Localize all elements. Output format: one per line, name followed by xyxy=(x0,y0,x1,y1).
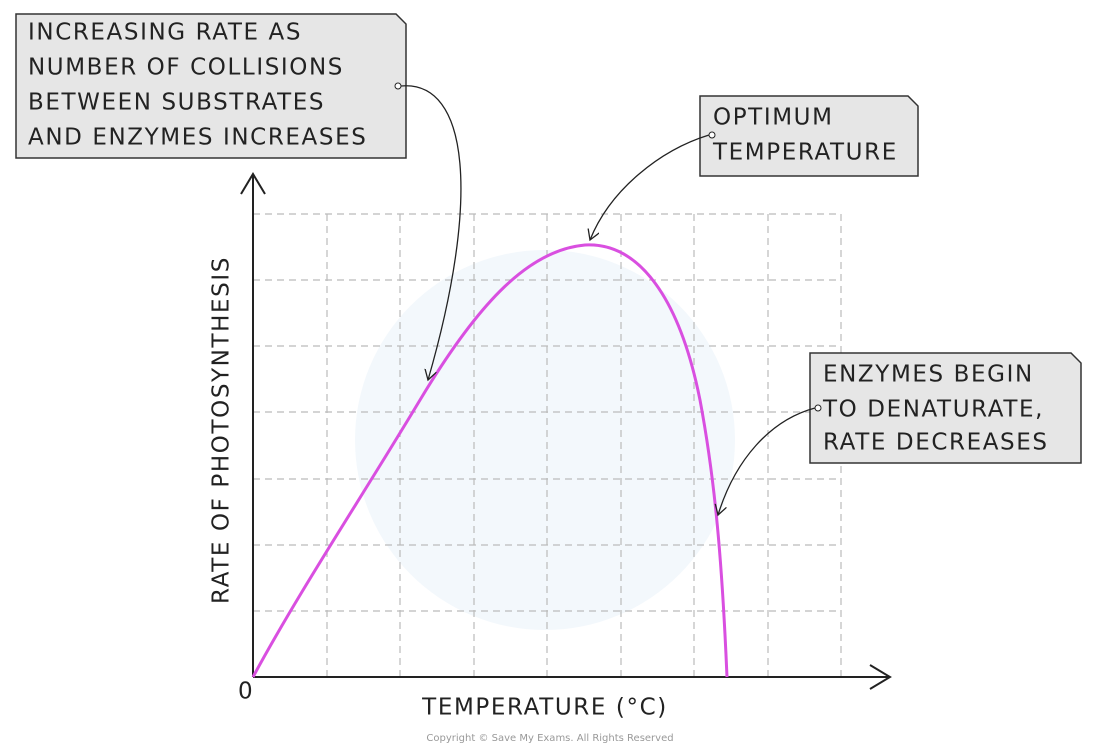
rate-curve xyxy=(251,243,729,678)
annotation-text: RATE DECREASES xyxy=(823,430,1049,456)
watermark xyxy=(355,250,735,630)
origin-label: 0 xyxy=(238,679,254,705)
y-axis-label: RATE OF PHOTOSYNTHESIS xyxy=(209,256,235,604)
annotation-text: INCREASING RATE AS xyxy=(28,20,302,46)
annotation-box xyxy=(699,95,919,177)
annotation-text: OPTIMUM xyxy=(713,105,834,131)
copyright: Copyright © Save My Exams. All Rights Re… xyxy=(426,733,673,744)
x-axis-label: TEMPERATURE (°C) xyxy=(421,695,668,721)
annotation-text: AND ENZYMES INCREASES xyxy=(28,125,367,151)
axes xyxy=(240,172,892,690)
annotation-text: NUMBER OF COLLISIONS xyxy=(28,55,344,81)
annotation-box xyxy=(15,13,407,159)
annotation-text: BETWEEN SUBSTRATES xyxy=(28,90,325,116)
annotation-box xyxy=(809,352,1082,464)
arrows xyxy=(394,82,822,515)
annotation-text: TEMPERATURE xyxy=(712,140,898,166)
grid xyxy=(253,213,842,677)
annotation-text: TO DENATURATE, xyxy=(822,397,1044,423)
annotation-text: ENZYMES BEGIN xyxy=(823,362,1034,388)
